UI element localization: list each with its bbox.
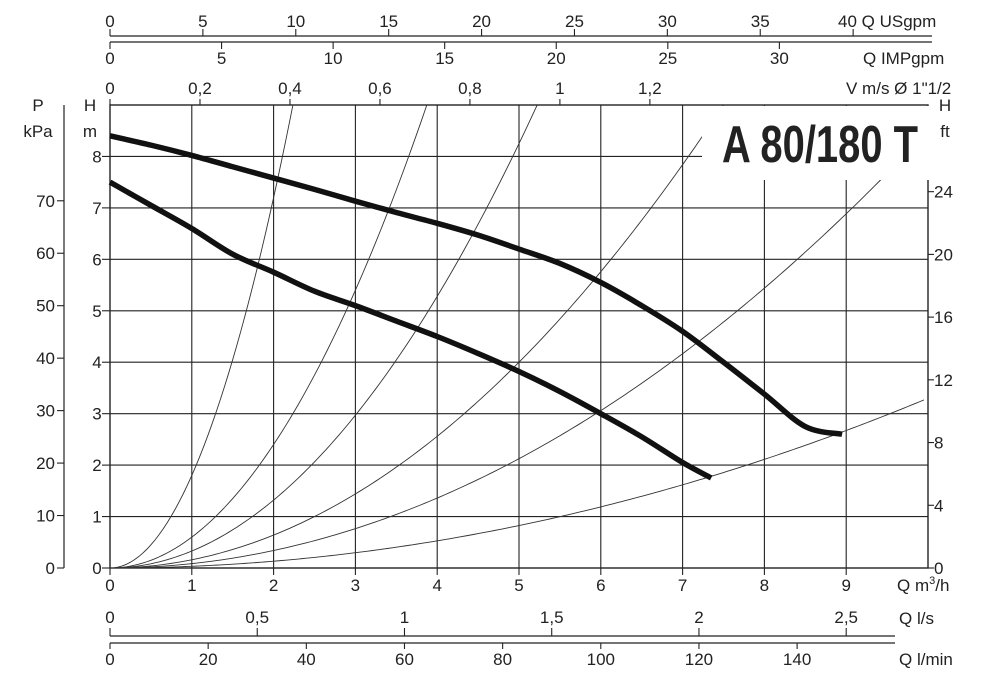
usgpm-tick-label: 10 <box>286 12 305 31</box>
x-tick-label: 9 <box>841 576 850 595</box>
velocity-tick-label: 0,8 <box>458 79 482 98</box>
lmin-tick-label: 140 <box>783 650 811 669</box>
ft-tick-label: 8 <box>934 434 943 453</box>
kpa-tick-label: 50 <box>36 297 55 316</box>
velocity-tick-label: 0 <box>105 79 114 98</box>
lmin-tick-label: 0 <box>105 650 114 669</box>
velocity-tick-label: 0,2 <box>188 79 212 98</box>
y-tick-label: 7 <box>92 199 101 218</box>
title-box: A 80/180 T <box>702 106 932 180</box>
usgpm-tick-label: 15 <box>379 12 398 31</box>
ft-tick-label: 0 <box>934 559 943 578</box>
system-curve <box>109 134 925 569</box>
y-tick-label: 2 <box>92 456 101 475</box>
y-tick-label: 3 <box>92 405 101 424</box>
kpa-tick-label: 60 <box>36 244 55 263</box>
usgpm-tick-label: 35 <box>751 12 770 31</box>
pump-curves <box>108 133 843 481</box>
y-tick-label: 4 <box>92 353 101 372</box>
x-tick-label: 1 <box>187 576 196 595</box>
ft-tick-label: 16 <box>934 308 953 327</box>
y-tick-label: 0 <box>92 559 101 578</box>
velocity-tick-label: 1 <box>555 79 564 98</box>
velocity-tick-label: 1,2 <box>638 79 662 98</box>
impgpm-tick-label: 20 <box>547 49 566 68</box>
usgpm-tick-label: 25 <box>565 12 584 31</box>
ls-tick-label: 2,5 <box>834 608 858 627</box>
ls-tick-label: 1,5 <box>540 608 564 627</box>
lmin-tick-label: 120 <box>685 650 713 669</box>
lmin-tick-label: 60 <box>395 650 414 669</box>
x-tick-label: 3 <box>351 576 360 595</box>
impgpm-tick-label: 15 <box>435 49 454 68</box>
usgpm-tick-label: 0 <box>105 12 114 31</box>
x-tick-label: 4 <box>432 576 441 595</box>
ft-tick-label: 24 <box>934 183 953 202</box>
system-curve <box>109 104 294 569</box>
x-tick-label: 8 <box>760 576 769 595</box>
usgpm-axis-label: 40 Q USgpm <box>838 12 936 31</box>
y-tick-label: 1 <box>92 508 101 527</box>
impgpm-tick-label: 30 <box>770 49 789 68</box>
kpa-tick-label: 20 <box>36 454 55 473</box>
lmin-tick-label: 40 <box>297 650 316 669</box>
ft-tick-label: 4 <box>934 496 943 515</box>
ls-tick-label: 1 <box>400 608 409 627</box>
x-axis-label: Q m3/h <box>897 575 949 595</box>
kpa-tick-label: 10 <box>36 507 55 526</box>
ft-tick-label: 12 <box>934 371 953 390</box>
ft-axis-unit: ft <box>940 122 950 141</box>
velocity-tick-label: 0,6 <box>368 79 392 98</box>
ls-tick-label: 2 <box>694 608 703 627</box>
x-tick-label: 7 <box>678 576 687 595</box>
pump-curve-2 <box>108 179 713 481</box>
pump-curve-1 <box>109 133 843 437</box>
velocity-axis-label: V m/s Ø 1"1/2 <box>846 79 951 98</box>
ls-axis-label: Q l/s <box>899 609 934 628</box>
x-tick-label: 2 <box>269 576 278 595</box>
usgpm-tick-label: 20 <box>472 12 491 31</box>
title-background <box>702 106 932 180</box>
velocity-tick-label: 0,4 <box>278 79 302 98</box>
kpa-tick-label: 40 <box>36 349 55 368</box>
kpa-axis-label: P <box>32 96 43 115</box>
x-tick-label: 0 <box>105 576 114 595</box>
y-tick-label: 5 <box>92 302 101 321</box>
impgpm-axis-label: Q IMPgpm <box>863 49 944 68</box>
system-curve <box>109 104 538 569</box>
ls-tick-label: 0 <box>105 608 114 627</box>
lmin-tick-label: 80 <box>493 650 512 669</box>
y-axis-unit: m <box>83 122 97 141</box>
system-curve <box>109 104 428 569</box>
x-tick-label: 6 <box>596 576 605 595</box>
ft-axis-label: H <box>939 96 951 115</box>
usgpm-tick-label: 30 <box>658 12 677 31</box>
kpa-tick-label: 30 <box>36 402 55 421</box>
y-tick-label: 8 <box>92 147 101 166</box>
ft-tick-label: 20 <box>934 245 953 264</box>
y-axis-label: H <box>84 96 96 115</box>
system-curves <box>109 104 925 569</box>
impgpm-tick-label: 10 <box>324 49 343 68</box>
impgpm-tick-label: 25 <box>658 49 677 68</box>
kpa-axis-unit: kPa <box>23 122 53 141</box>
ls-tick-label: 0,5 <box>245 608 269 627</box>
impgpm-tick-label: 0 <box>105 49 114 68</box>
lmin-tick-label: 20 <box>199 650 218 669</box>
lmin-axis-label: Q l/min <box>899 650 953 669</box>
system-curve <box>110 399 925 569</box>
x-tick-label: 5 <box>514 576 523 595</box>
impgpm-tick-label: 5 <box>217 49 226 68</box>
chart-title: A 80/180 T <box>722 116 918 174</box>
y-tick-label: 6 <box>92 250 101 269</box>
kpa-tick-label: 0 <box>46 559 55 578</box>
system-curve <box>109 104 724 569</box>
lmin-tick-label: 100 <box>587 650 615 669</box>
axes <box>57 29 934 649</box>
usgpm-tick-label: 5 <box>198 12 207 31</box>
kpa-tick-label: 70 <box>36 192 55 211</box>
